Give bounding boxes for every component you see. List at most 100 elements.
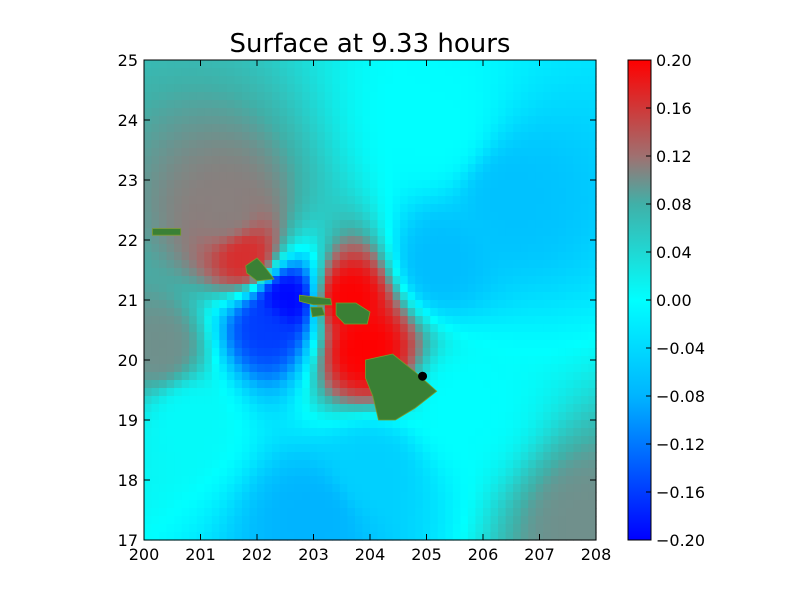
heatmap-cell [385, 60, 394, 69]
heatmap-cell [339, 516, 348, 525]
heatmap-cell [580, 364, 590, 373]
heatmap-cell [580, 468, 590, 477]
heatmap-cell [196, 212, 205, 221]
heatmap-cell [219, 332, 228, 341]
heatmap-cell [543, 532, 552, 541]
heatmap-cell [452, 348, 461, 357]
heatmap-cell [558, 260, 567, 269]
heatmap-cell [347, 156, 356, 165]
heatmap-cell [430, 260, 439, 269]
heatmap-cell [445, 148, 454, 157]
heatmap-cell [505, 404, 514, 413]
heatmap-cell [475, 324, 484, 333]
heatmap-cell [370, 164, 379, 173]
heatmap-cell [144, 84, 153, 93]
heatmap-cell [370, 484, 379, 493]
heatmap-cell [467, 452, 477, 461]
heatmap-cell [392, 492, 401, 501]
heatmap-cell [483, 76, 492, 85]
heatmap-cell [151, 244, 160, 253]
heatmap-cell [339, 212, 348, 221]
heatmap-cell [377, 220, 386, 229]
heatmap-cell [505, 164, 514, 173]
heatmap-cell [437, 124, 446, 133]
heatmap-cell [347, 420, 356, 429]
heatmap-cell [234, 212, 243, 221]
heatmap-cell [505, 396, 514, 405]
heatmap-cell [219, 444, 228, 453]
heatmap-cell [234, 428, 243, 437]
heatmap-cell [287, 316, 296, 325]
heatmap-cell [535, 180, 544, 189]
heatmap-cell [543, 108, 552, 117]
heatmap-cell [339, 228, 348, 237]
heatmap-cell [332, 316, 341, 325]
heatmap-cell [385, 92, 394, 101]
heatmap-cell [377, 500, 386, 509]
heatmap-cell [181, 188, 190, 197]
heatmap-cell [385, 300, 394, 309]
heatmap-cell [400, 284, 409, 293]
heatmap-cell [302, 108, 311, 117]
heatmap-cell [588, 132, 597, 141]
heatmap-cell [151, 92, 160, 101]
heatmap-cell [144, 276, 153, 285]
heatmap-cell [445, 348, 454, 357]
heatmap-cell [189, 396, 198, 405]
heatmap-cell [580, 252, 590, 261]
heatmap-cell [166, 500, 175, 509]
heatmap-cell [573, 372, 582, 381]
heatmap-cell [520, 484, 529, 493]
heatmap-cell [528, 348, 537, 357]
heatmap-cell [332, 76, 341, 85]
heatmap-cell [475, 196, 484, 205]
heatmap-cell [219, 116, 228, 125]
heatmap-cell [226, 180, 235, 189]
heatmap-cell [189, 84, 198, 93]
heatmap-cell [407, 108, 416, 117]
heatmap-cell [565, 188, 574, 197]
heatmap-cell [287, 196, 296, 205]
heatmap-cell [166, 356, 175, 365]
heatmap-cell [226, 204, 235, 213]
heatmap-cell [513, 212, 522, 221]
heatmap-cell [558, 60, 567, 69]
heatmap-cell [528, 252, 537, 261]
heatmap-cell [498, 420, 507, 429]
heatmap-cell [565, 316, 574, 325]
heatmap-cell [151, 396, 160, 405]
heatmap-cell [543, 292, 552, 301]
heatmap-cell [174, 476, 183, 485]
heatmap-cell [490, 220, 499, 229]
heatmap-cell [339, 436, 348, 445]
heatmap-cell [189, 204, 198, 213]
heatmap-cell [302, 492, 311, 501]
heatmap-cell [317, 68, 326, 77]
heatmap-cell [475, 140, 484, 149]
heatmap-cell [460, 508, 469, 517]
heatmap-cell [505, 196, 514, 205]
heatmap-cell [249, 508, 258, 517]
heatmap-cell [272, 244, 281, 253]
heatmap-cell [528, 524, 537, 533]
heatmap-cell [204, 140, 213, 149]
heatmap-cell [324, 204, 333, 213]
heatmap-cell [483, 140, 492, 149]
heatmap-cell [490, 492, 499, 501]
heatmap-cell [264, 380, 273, 389]
heatmap-cell [272, 148, 281, 157]
heatmap-cell [467, 268, 477, 277]
heatmap-cell [513, 68, 522, 77]
heatmap-cell [460, 428, 469, 437]
heatmap-cell [415, 500, 424, 509]
heatmap-cell [354, 444, 364, 453]
heatmap-cell [159, 236, 168, 245]
heatmap-cell [460, 284, 469, 293]
heatmap-cell [174, 324, 183, 333]
heatmap-cell [505, 324, 514, 333]
heatmap-cell [287, 276, 296, 285]
heatmap-cell [588, 340, 597, 349]
heatmap-cell [159, 324, 168, 333]
heatmap-cell [483, 444, 492, 453]
heatmap-cell [422, 324, 431, 333]
